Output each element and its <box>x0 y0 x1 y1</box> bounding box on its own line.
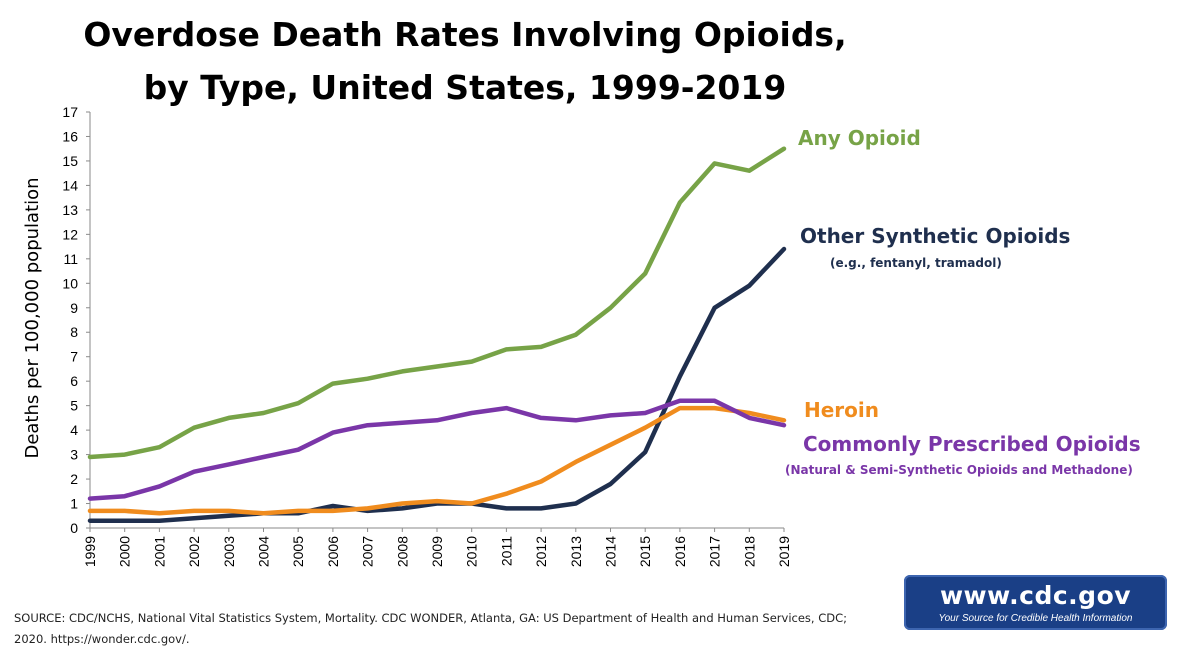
x-tick-label: 2008 <box>394 536 410 567</box>
y-tick-label: 4 <box>70 422 78 438</box>
series-line-heroin <box>87 405 787 516</box>
x-tick-label: 2004 <box>256 536 272 567</box>
cdc-logo-url: www.cdc.gov <box>939 581 1132 610</box>
y-tick-label: 14 <box>62 177 78 193</box>
series-note-other-synthetic-opioids: (e.g., fentanyl, tramadol) <box>830 256 1002 270</box>
x-tick-label: 2014 <box>603 536 619 567</box>
y-tick-label: 3 <box>70 447 78 463</box>
y-tick-label: 13 <box>62 202 78 218</box>
y-tick-label: 7 <box>70 349 78 365</box>
y-tick-label: 15 <box>62 153 78 169</box>
y-axis-title: Deaths per 100,000 population <box>22 177 43 458</box>
chart-title-line-2: by Type, United States, 1999-2019 <box>143 68 787 107</box>
source-note: SOURCE: CDC/NCHS, National Vital Statist… <box>14 611 848 646</box>
x-tick-label: 2018 <box>741 536 757 567</box>
x-tick-label: 2002 <box>186 536 202 567</box>
y-tick-label: 17 <box>62 104 78 120</box>
x-tick-label: 1999 <box>82 536 98 567</box>
x-tick-label: 2005 <box>290 536 306 567</box>
chart-title-line-1: Overdose Death Rates Involving Opioids, <box>83 15 847 54</box>
chart-title: Overdose Death Rates Involving Opioids, … <box>0 8 930 114</box>
series-label-commonly-prescribed-opioids: Commonly Prescribed Opioids <box>803 432 1141 456</box>
x-tick-label: 2013 <box>568 536 584 567</box>
x-tick-label: 2003 <box>221 536 237 567</box>
series-note-commonly-prescribed-opioids: (Natural & Semi-Synthetic Opioids and Me… <box>785 463 1133 477</box>
cdc-logo-badge[interactable]: www.cdc.gov Your Source for Credible Hea… <box>904 575 1167 630</box>
x-tick-label: 2007 <box>360 536 376 567</box>
y-tick-label: 1 <box>70 496 78 512</box>
x-tick-label: 2016 <box>672 536 688 567</box>
series-line-other-synthetic-opioids <box>87 246 787 523</box>
x-tick-label: 2006 <box>325 536 341 567</box>
x-tick-label: 2019 <box>776 536 792 567</box>
y-tick-label: 16 <box>62 128 78 144</box>
cdc-logo-tagline: Your Source for Credible Health Informat… <box>938 613 1133 624</box>
x-tick-label: 2017 <box>707 536 723 567</box>
series-line-commonly-prescribed-opioids <box>87 398 787 501</box>
series-label-heroin: Heroin <box>804 398 879 422</box>
y-tick-label: 12 <box>62 226 78 242</box>
y-tick-label: 5 <box>70 398 78 414</box>
y-tick-label: 11 <box>63 251 78 267</box>
y-tick-label: 6 <box>70 373 78 389</box>
x-tick-label: 2000 <box>117 536 133 567</box>
y-tick-label: 10 <box>62 275 78 291</box>
series-label-any-opioid: Any Opioid <box>798 126 921 150</box>
series-line-any-opioid <box>87 146 787 460</box>
series-label-other-synthetic-opioids: Other Synthetic Opioids <box>800 224 1071 248</box>
x-tick-label: 2012 <box>533 536 549 567</box>
y-tick-label: 0 <box>70 520 78 536</box>
x-tick-label: 2001 <box>151 536 167 567</box>
x-tick-label: 2009 <box>429 536 445 567</box>
x-tick-label: 2015 <box>637 536 653 567</box>
y-tick-label: 9 <box>70 300 78 316</box>
y-tick-label: 2 <box>70 471 78 487</box>
x-tick-label: 2010 <box>464 536 480 567</box>
x-tick-label: 2011 <box>498 536 514 566</box>
y-tick-label: 8 <box>70 324 78 340</box>
